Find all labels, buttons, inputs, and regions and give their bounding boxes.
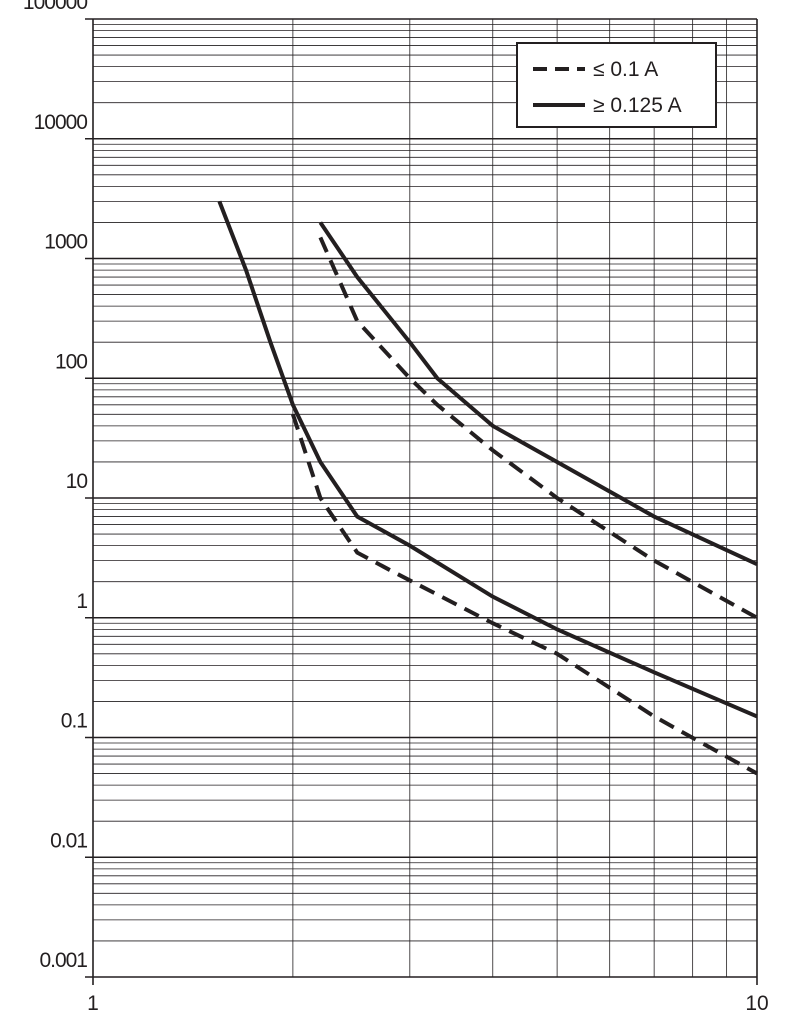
curve	[318, 221, 758, 567]
y-tick-label: 10000	[34, 111, 88, 134]
y-tick-label: 100000	[23, 0, 87, 14]
curve	[290, 413, 758, 776]
y-tick-label: 10	[66, 470, 88, 493]
curve	[217, 200, 758, 719]
legend-label: ≥ 0.125 A	[593, 94, 682, 117]
x-tick-label: 1	[87, 992, 99, 1015]
y-tick-label: 1	[76, 590, 87, 613]
y-tick-label: 100	[55, 350, 87, 373]
y-tick-label: 0.001	[39, 949, 87, 972]
y-tick-label: 0.01	[50, 829, 87, 852]
curve	[318, 236, 758, 620]
legend-label: ≤ 0.1 A	[593, 58, 658, 81]
legend-box	[516, 42, 717, 128]
y-tick-label: 0.1	[61, 710, 88, 733]
y-tick-label: 1000	[44, 231, 87, 254]
x-tick-label: 10	[745, 992, 768, 1015]
